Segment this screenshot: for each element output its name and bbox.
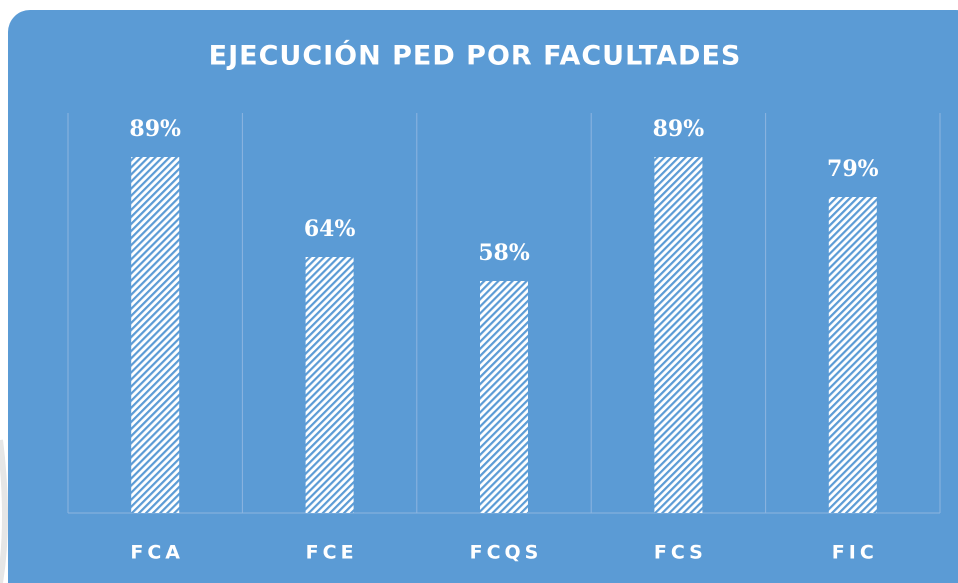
decoration — [0, 439, 8, 583]
data-label: 89% — [129, 116, 181, 142]
bar — [828, 197, 877, 513]
bar — [480, 281, 528, 513]
x-tick-label: FIC — [832, 542, 878, 564]
data-label: 89% — [653, 116, 705, 142]
data-label: 58% — [478, 240, 530, 266]
x-tick-label: FCA — [130, 542, 184, 564]
x-tick-label: FCS — [654, 542, 707, 564]
bar — [131, 157, 180, 513]
bar — [654, 157, 703, 513]
data-label: 79% — [827, 156, 879, 182]
bar — [305, 257, 354, 513]
x-tick-label: FCE — [306, 542, 358, 564]
data-label: 64% — [304, 216, 356, 242]
x-tick-label: FCQS — [470, 542, 543, 564]
chart-title: EJECUCIÓN PED POR FACULTADES — [209, 40, 742, 72]
